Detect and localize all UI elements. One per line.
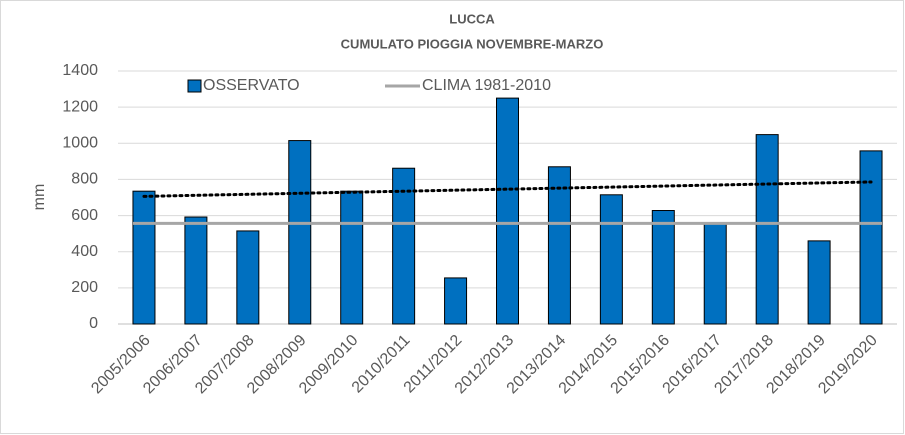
y-tick-label: 200 <box>71 279 98 296</box>
bar <box>236 230 260 325</box>
chart-subtitle: CUMULATO PIOGGIA NOVEMBRE-MARZO <box>341 36 604 51</box>
bar <box>496 97 519 325</box>
y-tick-label: 800 <box>71 171 98 188</box>
bar <box>755 134 779 325</box>
bar <box>651 210 675 325</box>
legend-swatch <box>187 79 202 93</box>
y-tick-label: 1200 <box>62 98 98 115</box>
legend-label: OSSERVATO <box>203 77 300 94</box>
y-tick-label: 0 <box>89 315 98 332</box>
chart-title: LUCCA <box>449 11 495 26</box>
y-tick-label: 600 <box>71 207 98 224</box>
y-tick-label: 1000 <box>62 135 98 152</box>
bar <box>599 194 623 325</box>
bar <box>859 150 883 325</box>
bar <box>340 190 364 325</box>
bar <box>184 216 208 325</box>
y-tick-label: 1400 <box>62 62 98 79</box>
trendline <box>142 180 873 198</box>
y-tick-label: 400 <box>71 243 98 260</box>
bar <box>547 166 571 325</box>
bar <box>392 167 416 325</box>
bar <box>288 140 312 325</box>
bar <box>703 223 727 325</box>
bar <box>807 240 831 325</box>
y-axis-label: mm <box>31 184 48 211</box>
bar <box>444 277 468 325</box>
legend-label: CLIMA 1981-2010 <box>422 77 551 94</box>
bar <box>132 190 156 325</box>
